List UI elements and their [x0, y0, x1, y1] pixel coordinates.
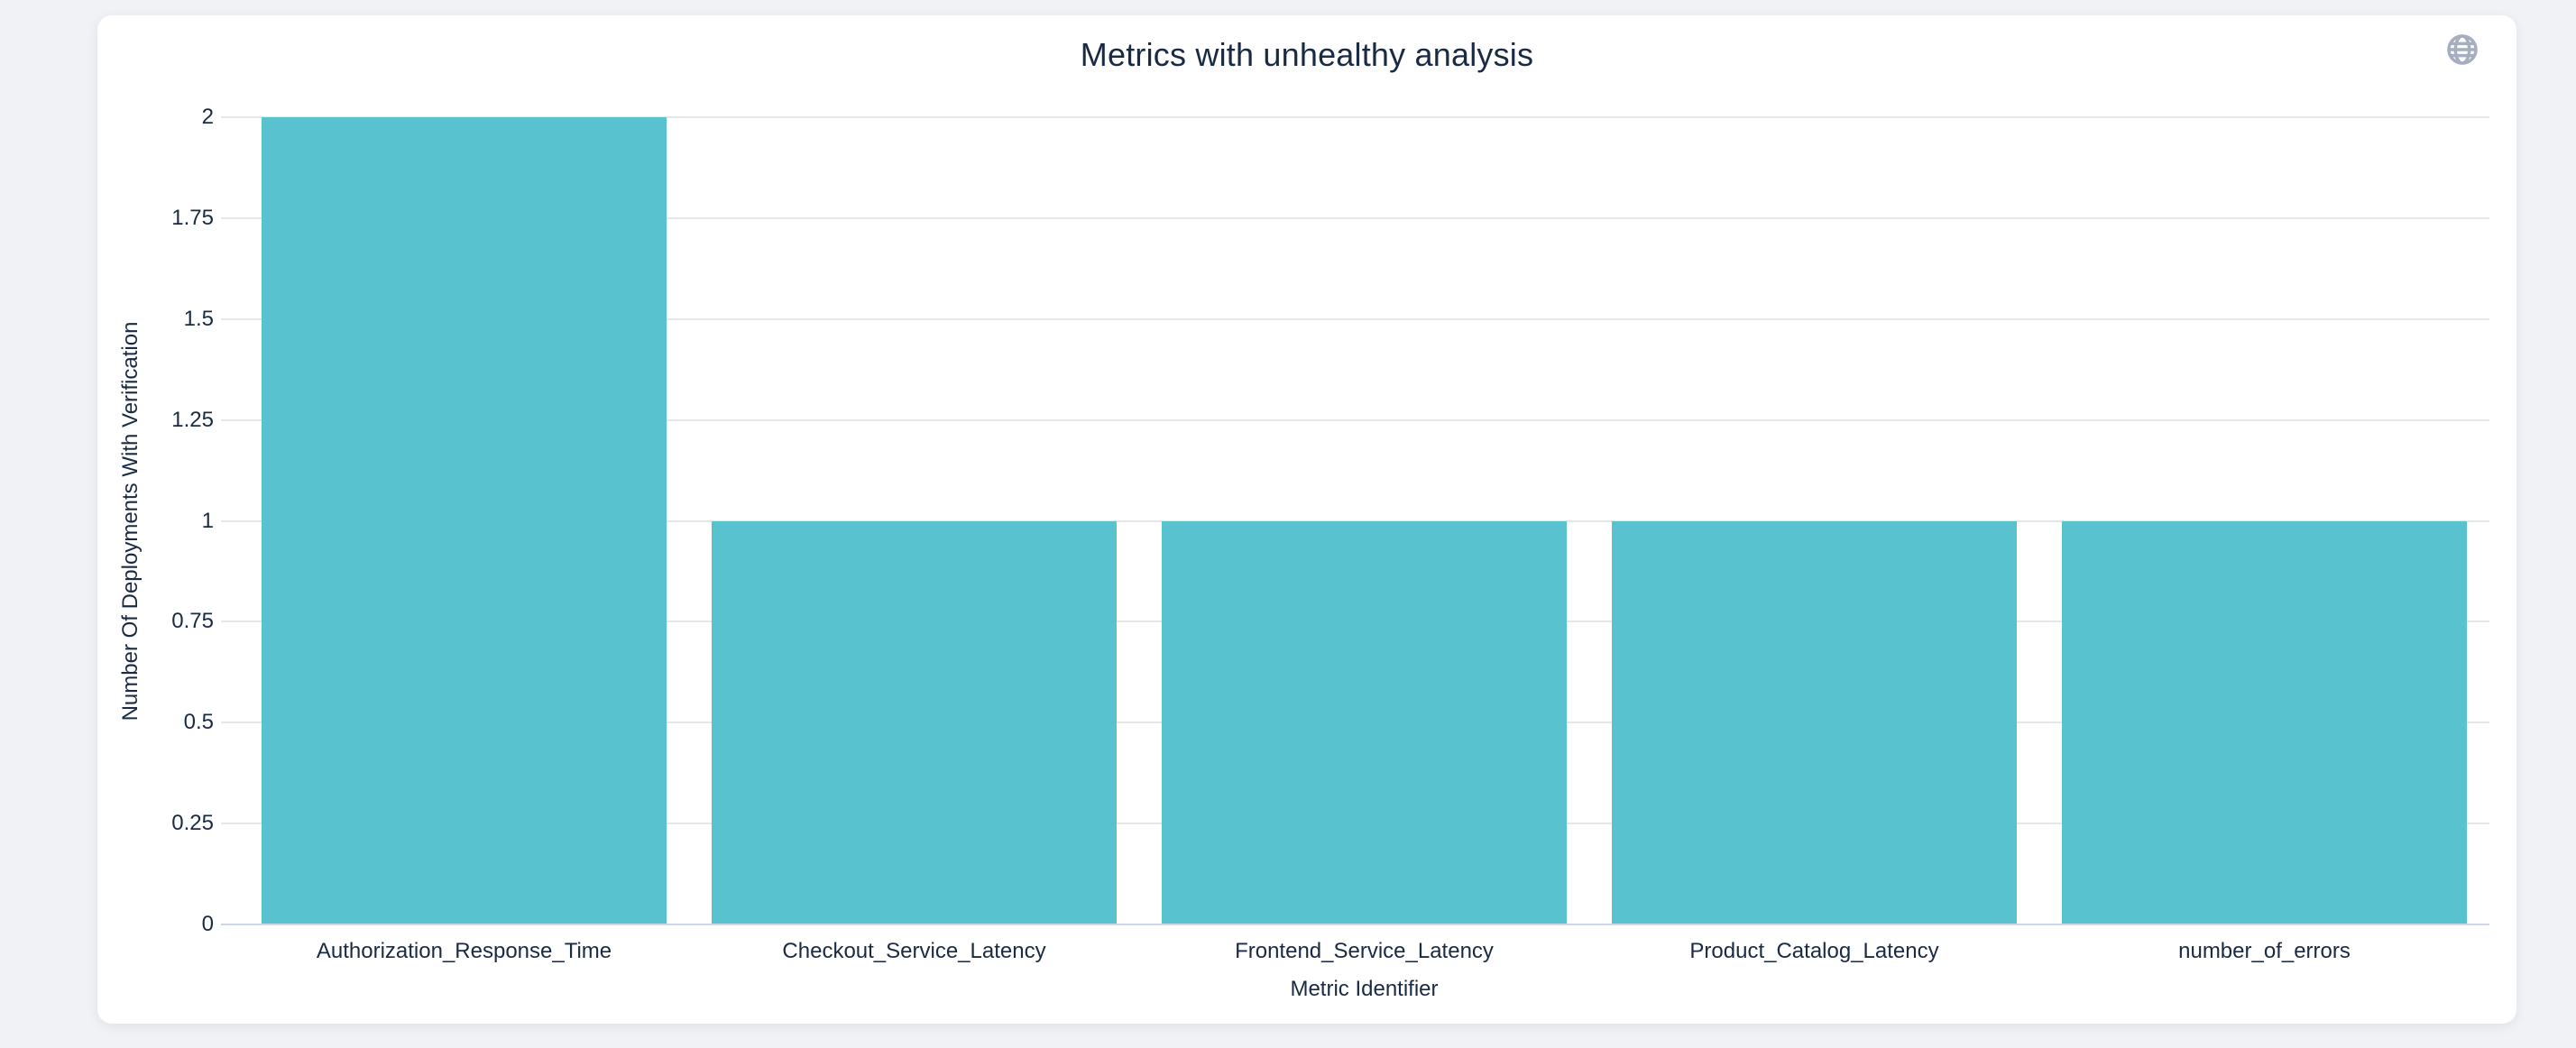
- gridline: [239, 216, 2489, 219]
- y-axis-tick-label: 0.25: [171, 811, 214, 836]
- bar-Checkout_Service_Latency[interactable]: [711, 520, 1118, 924]
- y-axis-tick: [221, 216, 239, 219]
- x-axis-line: [221, 924, 2489, 925]
- globe-icon[interactable]: [2444, 32, 2480, 68]
- gridline: [239, 116, 2489, 118]
- x-axis-category-label: Checkout_Service_Latency: [782, 939, 1046, 963]
- gridline: [239, 418, 2489, 421]
- bar-Frontend_Service_Latency[interactable]: [1161, 520, 1568, 924]
- y-axis-tick: [221, 823, 239, 825]
- y-axis-tick: [221, 722, 239, 724]
- y-axis-tick: [221, 116, 239, 118]
- y-axis-tick-label: 1: [201, 508, 214, 533]
- y-axis-tick-label: 1.25: [171, 407, 214, 432]
- bar-Product_Catalog_Latency[interactable]: [1611, 520, 2018, 924]
- y-axis-tick-label: 1.5: [183, 306, 214, 331]
- y-axis-tick-label: 1.75: [171, 205, 214, 230]
- chart-title: Metrics with unhealthy analysis: [1080, 36, 1534, 73]
- y-axis-tick-label: 0: [201, 912, 214, 936]
- y-axis-title: Number Of Deployments With Verification: [118, 321, 143, 721]
- x-axis-category-label: number_of_errors: [2178, 939, 2351, 963]
- chart-card: Metrics with unhealthy analysis Number O…: [97, 15, 2516, 1024]
- y-axis-tick: [221, 621, 239, 623]
- x-axis-category-label: Frontend_Service_Latency: [1235, 939, 1494, 963]
- y-axis-tick: [221, 418, 239, 421]
- x-axis-title: Metric Identifier: [1290, 977, 1439, 1001]
- y-axis-tick: [221, 519, 239, 522]
- bar-number_of_errors[interactable]: [2061, 520, 2468, 924]
- y-axis-tick-label: 2: [201, 105, 214, 129]
- x-axis-category-label: Authorization_Response_Time: [316, 939, 612, 963]
- gridline: [239, 317, 2489, 320]
- x-axis-category-label: Product_Catalog_Latency: [1689, 939, 1939, 963]
- y-axis-tick-label: 0.75: [171, 609, 214, 634]
- y-axis-tick-label: 0.5: [183, 710, 214, 735]
- bar-Authorization_Response_Time[interactable]: [261, 117, 667, 924]
- plot-area: Number Of Deployments With Verification …: [118, 105, 2489, 1001]
- y-axis-tick: [221, 317, 239, 320]
